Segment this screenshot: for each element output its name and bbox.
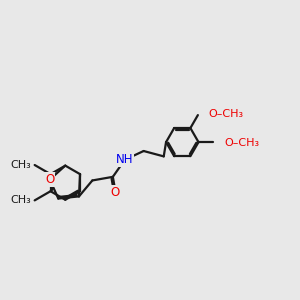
- Text: O: O: [110, 186, 120, 199]
- Text: CH₃: CH₃: [10, 195, 31, 206]
- Text: CH₃: CH₃: [10, 160, 31, 170]
- Text: NH: NH: [116, 153, 134, 166]
- Text: O–CH₃: O–CH₃: [208, 109, 243, 119]
- Text: O: O: [45, 173, 55, 186]
- Text: O–CH₃: O–CH₃: [224, 138, 259, 148]
